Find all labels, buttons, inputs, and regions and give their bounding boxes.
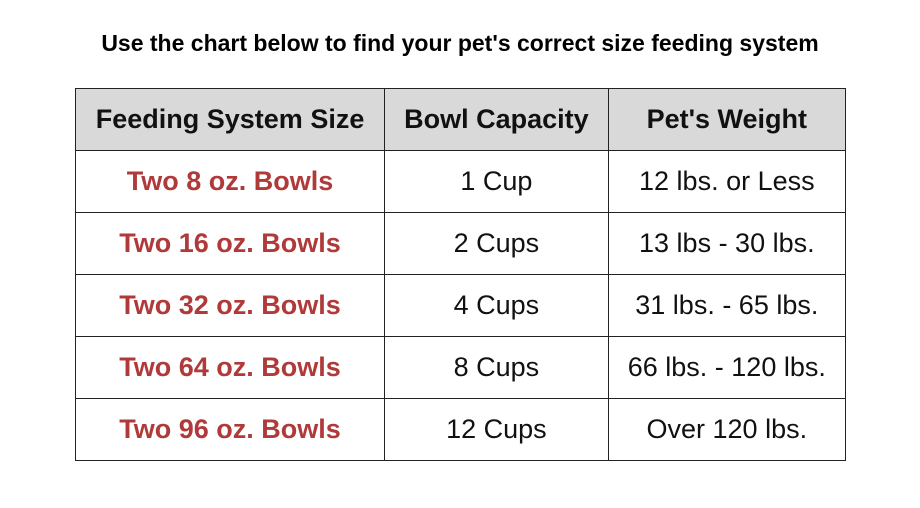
table-row: Two 32 oz. Bowls 4 Cups 31 lbs. - 65 lbs. (74, 274, 847, 337)
size-cell: Two 16 oz. Bowls (74, 212, 386, 275)
capacity-cell: 4 Cups (384, 274, 609, 337)
header-feeding-system-size: Feeding System Size (74, 88, 386, 151)
header-pets-weight: Pet's Weight (607, 88, 847, 151)
table-row: Two 16 oz. Bowls 2 Cups 13 lbs - 30 lbs. (74, 212, 847, 275)
page-title: Use the chart below to find your pet's c… (101, 30, 819, 56)
capacity-cell: 1 Cup (384, 150, 609, 213)
size-cell: Two 96 oz. Bowls (74, 398, 386, 461)
table-row: Two 8 oz. Bowls 1 Cup 12 lbs. or Less (74, 150, 847, 213)
feeding-size-table: Feeding System Size Bowl Capacity Pet's … (74, 88, 847, 461)
capacity-cell: 12 Cups (384, 398, 609, 461)
weight-cell: Over 120 lbs. (607, 398, 847, 461)
weight-cell: 66 lbs. - 120 lbs. (607, 336, 847, 399)
capacity-cell: 2 Cups (384, 212, 609, 275)
table-header-row: Feeding System Size Bowl Capacity Pet's … (74, 88, 847, 151)
weight-cell: 31 lbs. - 65 lbs. (607, 274, 847, 337)
capacity-cell: 8 Cups (384, 336, 609, 399)
weight-cell: 12 lbs. or Less (607, 150, 847, 213)
table-row: Two 64 oz. Bowls 8 Cups 66 lbs. - 120 lbs. (74, 336, 847, 399)
weight-cell: 13 lbs - 30 lbs. (607, 212, 847, 275)
size-cell: Two 8 oz. Bowls (74, 150, 386, 213)
size-cell: Two 32 oz. Bowls (74, 274, 386, 337)
header-bowl-capacity: Bowl Capacity (384, 88, 609, 151)
table-row: Two 96 oz. Bowls 12 Cups Over 120 lbs. (74, 398, 847, 461)
size-cell: Two 64 oz. Bowls (74, 336, 386, 399)
